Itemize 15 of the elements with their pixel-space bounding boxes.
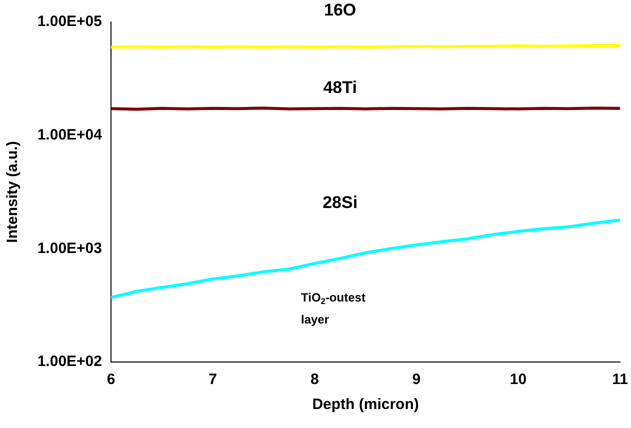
y-tick-label: 1.00E+05 (37, 13, 102, 30)
text: 28Si (322, 193, 358, 212)
x-tick-label: 6 (106, 371, 116, 388)
y-tick-label: 1.00E+04 (37, 126, 103, 144)
x-tick-label: 8 (310, 371, 319, 388)
x-tick-label: 9 (412, 371, 421, 388)
x-tick-label: 10 (510, 371, 527, 388)
y-axis-title: Intensity (a.u.) (4, 141, 22, 243)
x-axis-title: Depth (micron) (312, 396, 419, 414)
y-tick-label: 1.00E+03 (37, 240, 102, 257)
series-label: 16O (324, 0, 356, 20)
x-tick-label: 11 (612, 371, 628, 388)
x-tick-label: 7 (208, 371, 217, 388)
y-tick-label: 1.00E+02 (37, 353, 102, 370)
series-label: 48Ti (323, 78, 357, 98)
